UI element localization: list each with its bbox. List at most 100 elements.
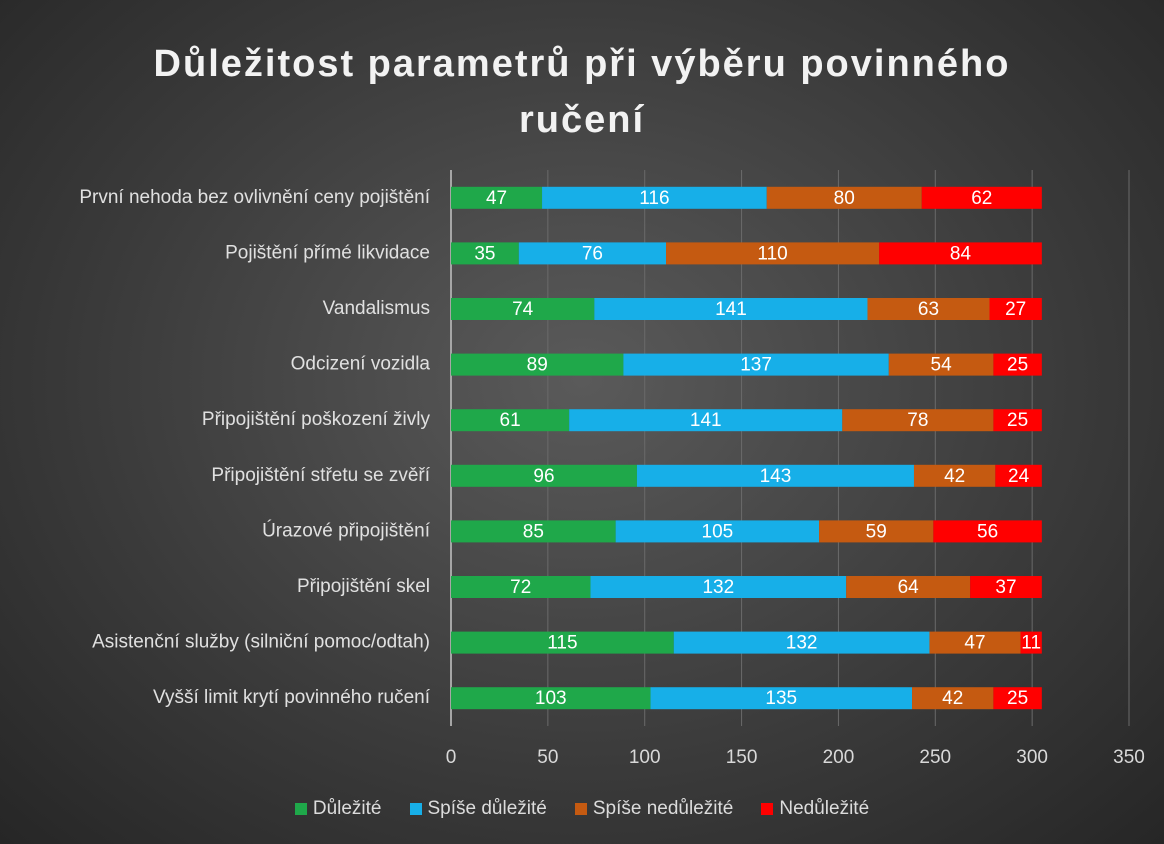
legend-label: Spíše důležité [427, 798, 547, 819]
data-label: 78 [907, 410, 928, 431]
y-tick-label: První nehoda bez ovlivnění ceny pojištěn… [79, 187, 430, 208]
data-label: 115 [547, 633, 577, 654]
data-label: 76 [582, 243, 603, 264]
data-label: 54 [931, 355, 953, 376]
bar-segment [819, 520, 934, 543]
bar-segment [451, 687, 651, 710]
data-label: 85 [523, 521, 544, 542]
x-tick-label: 350 [1113, 747, 1145, 768]
bar-segment [912, 687, 994, 710]
data-label: 135 [765, 688, 797, 709]
bar-segment [451, 464, 637, 487]
bar-segment [913, 464, 996, 487]
legend-item: Spíše nedůležité [574, 798, 734, 820]
bar-segment [451, 631, 674, 654]
data-label: 35 [474, 243, 495, 264]
chart-title: Důležitost parametrů při výběru povinnéh… [153, 43, 1011, 141]
x-tick-label: 100 [629, 747, 661, 768]
data-label: 132 [786, 633, 818, 654]
bar-segment [451, 186, 543, 209]
data-label: 80 [834, 188, 855, 209]
bar-segment [993, 687, 1042, 710]
bar-segment [846, 576, 971, 598]
bar-segment [766, 186, 922, 209]
bar-segment [921, 186, 1042, 209]
bar-segment [842, 409, 994, 432]
x-tick-label: 50 [537, 747, 558, 768]
data-label: 61 [500, 410, 521, 431]
bar-segment [989, 298, 1042, 320]
y-tick-label: Připojištění poškození živly [202, 409, 431, 430]
data-label: 42 [944, 466, 965, 487]
y-tick-label: Asistenční služby (silniční pomoc/odtah) [92, 632, 430, 653]
legend-label: Důležité [312, 798, 382, 819]
x-tick-label: 0 [446, 747, 457, 768]
data-label: 63 [918, 299, 939, 320]
data-label: 143 [760, 466, 792, 487]
data-label: 27 [1005, 299, 1026, 320]
bar-segment [623, 353, 889, 376]
data-label: 56 [977, 521, 998, 542]
data-label: 42 [942, 688, 963, 709]
data-label: 141 [715, 299, 747, 320]
data-label: 89 [527, 355, 548, 376]
bar-segment [879, 242, 1042, 265]
data-label: 59 [866, 521, 887, 542]
data-label: 25 [1007, 355, 1028, 376]
bar-segment [451, 520, 616, 543]
data-label: 132 [702, 577, 734, 598]
x-tick-label: 300 [1016, 747, 1048, 768]
data-label: 72 [510, 577, 531, 598]
x-tick-label: 150 [726, 747, 758, 768]
y-tick-label: Připojištění střetu se zvěří [211, 465, 430, 486]
bar-segment [615, 520, 820, 543]
data-label: 110 [757, 243, 787, 264]
data-label: 47 [486, 188, 507, 209]
legend-swatch [574, 803, 587, 815]
bar-segment [451, 298, 595, 320]
data-label: 103 [535, 688, 567, 709]
bar-segment [594, 298, 868, 320]
y-tick-label: Vyšší limit krytí povinného ručení [153, 687, 431, 708]
legend: Důležité Spíše důležité Spíše nedůležité Ne… [0, 798, 1164, 820]
y-tick-label: Vandalismus [323, 298, 430, 319]
data-label: 24 [1008, 466, 1030, 487]
legend-swatch [294, 803, 307, 815]
data-label: 141 [690, 410, 722, 431]
data-label: 37 [995, 577, 1016, 598]
y-tick-label: Pojištění přímé likvidace [225, 242, 430, 263]
bar-segment [888, 353, 994, 376]
bar-segment [666, 242, 880, 265]
legend-swatch [761, 803, 774, 815]
bar-segment [673, 631, 930, 654]
y-tick-label: Úrazové připojištění [262, 519, 431, 541]
legend-item: Nedůležité [761, 798, 869, 820]
bar-segment [995, 464, 1042, 487]
bar-segment [867, 298, 990, 320]
bar-segment [569, 409, 843, 432]
bar-segment [636, 464, 914, 487]
legend-swatch [409, 803, 422, 815]
bar-segment [650, 687, 913, 710]
data-label: 25 [1007, 688, 1028, 709]
legend-item: Důležité [294, 798, 382, 820]
legend-label: Spíše nedůležité [592, 798, 734, 819]
y-tick-label: Připojištění skel [297, 576, 430, 597]
data-label: 25 [1007, 410, 1028, 431]
data-label: 96 [533, 466, 554, 487]
legend-item: Spíše důležité [409, 798, 547, 820]
data-label: 84 [950, 243, 972, 264]
data-label: 11 [1021, 633, 1041, 654]
data-label: 137 [740, 355, 772, 376]
data-label: 64 [898, 577, 920, 598]
bar-segment [451, 409, 570, 432]
x-tick-label: 250 [919, 747, 951, 768]
bar-segment [933, 520, 1042, 543]
data-label: 47 [964, 633, 985, 654]
bar-segment [929, 631, 1021, 654]
bar-segment [542, 186, 767, 209]
y-tick-label: Odcizení vozidla [291, 354, 431, 375]
legend-label: Nedůležité [779, 798, 870, 819]
